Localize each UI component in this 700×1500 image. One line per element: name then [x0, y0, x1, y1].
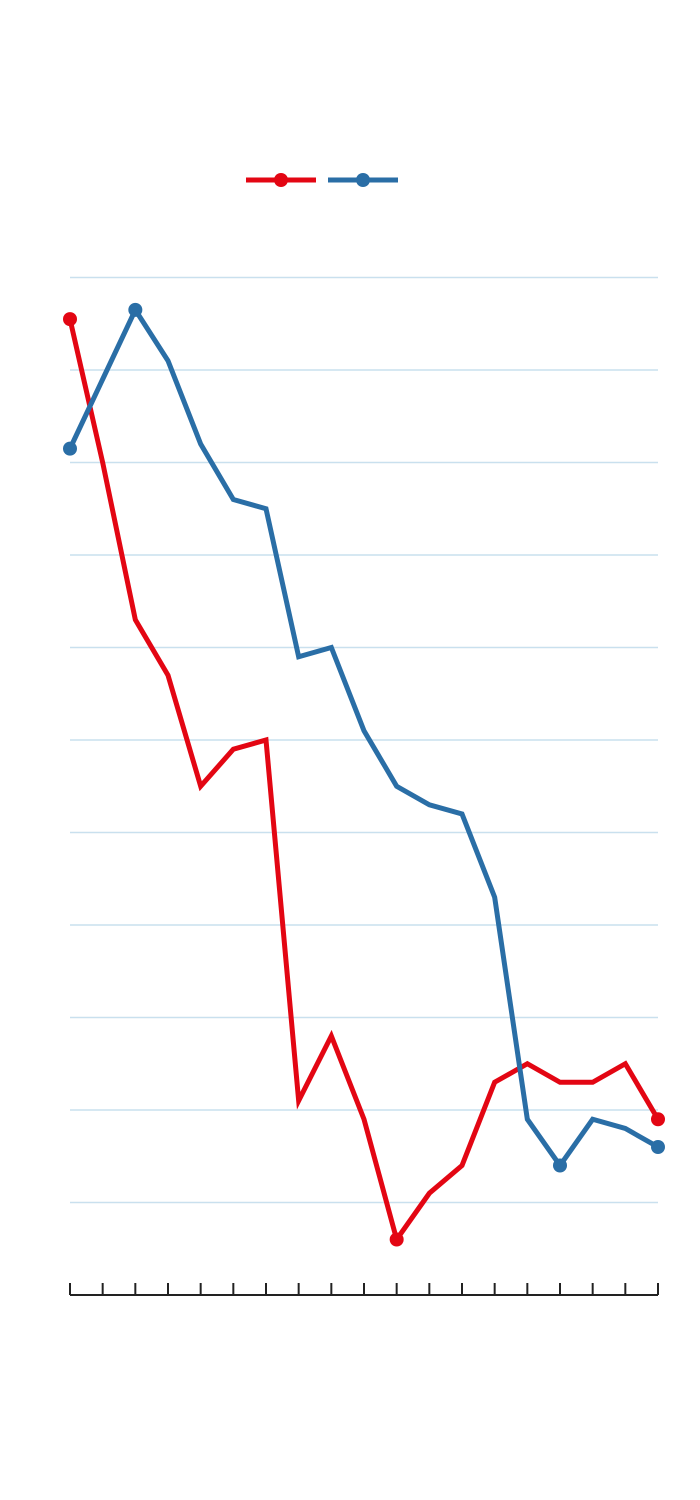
- legend-swatch-dot-1: [274, 173, 288, 187]
- series-2-point: [651, 1140, 665, 1154]
- series-1-point: [63, 312, 77, 327]
- gridlines: [70, 276, 658, 1204]
- series-line-2: [67, 304, 660, 1170]
- legend-swatch-dot-2: [356, 173, 370, 187]
- series-2-point: [553, 1158, 567, 1173]
- series-1-point: [651, 1112, 665, 1127]
- series-line-1: [67, 318, 661, 1246]
- x-axis: [69, 1283, 659, 1296]
- legend: [246, 173, 398, 187]
- series-layer: [63, 302, 665, 1247]
- series-2-point: [63, 441, 77, 456]
- series-1-point: [389, 1232, 404, 1247]
- series-2-point: [128, 302, 143, 317]
